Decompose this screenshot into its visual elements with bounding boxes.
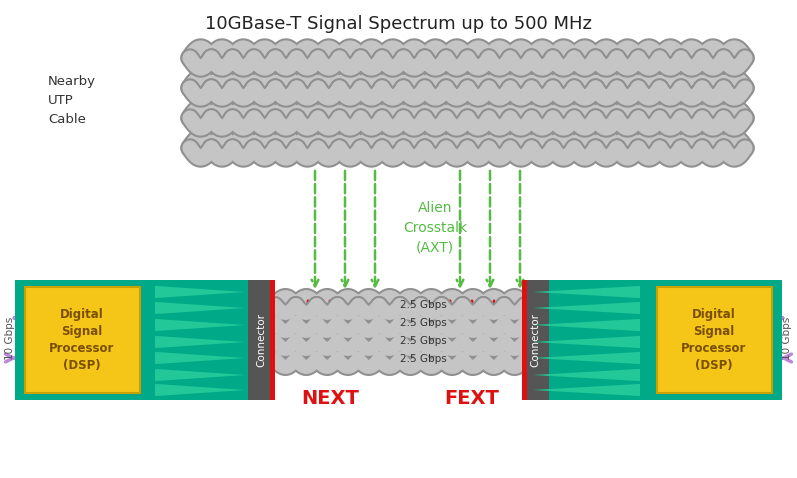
Text: FEXT: FEXT: [445, 389, 500, 408]
Polygon shape: [533, 286, 640, 298]
Text: Connector: Connector: [256, 313, 266, 367]
Polygon shape: [155, 336, 245, 348]
Polygon shape: [533, 336, 640, 348]
Polygon shape: [533, 302, 640, 314]
FancyBboxPatch shape: [522, 280, 527, 400]
Text: 10 Gbps: 10 Gbps: [782, 316, 792, 359]
Polygon shape: [155, 352, 245, 364]
FancyBboxPatch shape: [522, 280, 549, 400]
Polygon shape: [155, 319, 245, 331]
Text: 2.5 Gbps: 2.5 Gbps: [400, 318, 447, 328]
Polygon shape: [533, 319, 640, 331]
Polygon shape: [155, 302, 245, 314]
Polygon shape: [533, 352, 640, 364]
Polygon shape: [155, 384, 245, 396]
Text: Connector: Connector: [530, 313, 540, 367]
Polygon shape: [533, 369, 640, 381]
FancyBboxPatch shape: [25, 287, 140, 393]
Text: 2.5 Gbps: 2.5 Gbps: [400, 336, 447, 346]
FancyBboxPatch shape: [532, 280, 782, 400]
Text: 2.5 Gbps: 2.5 Gbps: [400, 354, 447, 364]
Text: NEXT: NEXT: [301, 389, 359, 408]
Polygon shape: [155, 286, 245, 298]
Text: Nearby
UTP
Cable: Nearby UTP Cable: [48, 75, 96, 126]
Text: 10GBase-T Signal Spectrum up to 500 MHz: 10GBase-T Signal Spectrum up to 500 MHz: [205, 15, 591, 33]
Text: Digital
Signal
Processor
(DSP): Digital Signal Processor (DSP): [49, 308, 115, 372]
FancyBboxPatch shape: [248, 280, 275, 400]
Polygon shape: [155, 369, 245, 381]
FancyBboxPatch shape: [270, 280, 275, 400]
Text: 2.5 Gbps: 2.5 Gbps: [400, 300, 447, 310]
Text: Digital
Signal
Processor
(DSP): Digital Signal Processor (DSP): [681, 308, 747, 372]
Polygon shape: [533, 384, 640, 396]
FancyBboxPatch shape: [657, 287, 772, 393]
Text: 10 Gbps: 10 Gbps: [5, 316, 15, 359]
Text: Alien
Crosstalk
(AXT): Alien Crosstalk (AXT): [403, 202, 467, 254]
FancyBboxPatch shape: [15, 280, 265, 400]
